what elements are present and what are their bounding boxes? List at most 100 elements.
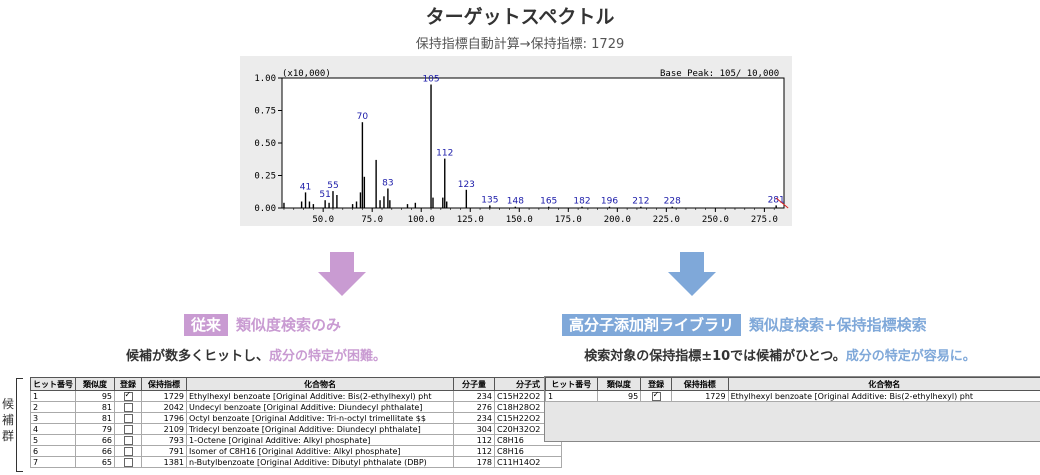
registered-cell — [114, 412, 142, 424]
similarity-cell: 66 — [75, 434, 115, 446]
similarity-cell: 79 — [75, 423, 115, 435]
registered-checkbox[interactable] — [123, 424, 133, 434]
compound-name-cell: n-Butylbenzoate [Original Additive: Dibu… — [186, 456, 454, 468]
similarity-cell: 66 — [75, 445, 115, 457]
registered-cell — [114, 456, 142, 468]
hit-number-cell: 2 — [30, 401, 76, 413]
registered-checkbox[interactable] — [123, 390, 133, 401]
x-tick-label: 50.0 — [312, 215, 334, 225]
table-row[interactable]: 7 65 1381 n-Butylbenzoate [Original Additiv… — [30, 456, 562, 468]
y-tick-label: 0.25 — [254, 172, 276, 182]
table-row[interactable]: 5 66 793 1-Octene [Original Additive: Alkyl… — [30, 434, 562, 446]
hit-number-cell: 4 — [30, 423, 76, 435]
molecular-formula-cell: C11H14O2 — [494, 456, 562, 468]
bracket-line — [16, 378, 23, 472]
compound-name-cell: Ethylhexyl benzoate [Original Additive: … — [186, 390, 454, 402]
column-header: 登録 — [640, 377, 672, 391]
x-tick-label: 75.0 — [361, 215, 383, 225]
x-tick-label: 200.0 — [604, 215, 631, 225]
candidates-bracket: 候補群 — [0, 378, 24, 472]
retention-index-cell: 1729 — [670, 390, 729, 402]
column-header: 類似度 — [75, 377, 115, 391]
peak-label: 83 — [382, 179, 393, 189]
conventional-heading-text: 類似度検索のみ — [236, 316, 342, 334]
molecular-weight-cell: 304 — [453, 423, 495, 435]
library-heading: 高分子添加剤ライブラリ 類似度検索+保持指標検索 — [562, 314, 927, 336]
registered-checkbox[interactable] — [123, 413, 133, 423]
y-tick-label: 0.75 — [254, 107, 276, 117]
table-row[interactable]: 4 79 2109 Tridecyl benzoate [Original Addit… — [30, 423, 562, 435]
registered-cell — [114, 390, 142, 402]
x-tick-label: 125.0 — [457, 215, 484, 225]
column-header: 保持指標 — [670, 377, 729, 391]
conventional-desc-accent: 成分の特定が困難。 — [269, 349, 387, 364]
y-tick-label: 0.50 — [254, 139, 276, 149]
conventional-desc-plain: 候補が数多くヒットし、 — [125, 349, 269, 364]
conventional-description: 候補が数多くヒットし、成分の特定が困難。 — [0, 345, 512, 364]
registered-cell — [114, 401, 142, 413]
similarity-cell: 81 — [75, 412, 115, 424]
peak-label: 55 — [327, 181, 338, 191]
column-header: 化合物名 — [186, 377, 454, 391]
x-tick-label: 275.0 — [751, 215, 778, 225]
retention-index-cell: 2109 — [141, 423, 187, 435]
molecular-weight-cell: 112 — [453, 434, 495, 446]
molecular-weight-cell: 276 — [453, 401, 495, 413]
peak-label: 105 — [422, 75, 439, 85]
table-row[interactable]: 6 66 791 Isomer of C8H16 [Original Additive… — [30, 445, 562, 457]
similarity-cell: 65 — [75, 456, 115, 468]
registered-checkbox[interactable] — [123, 402, 133, 412]
peak-label: 212 — [632, 197, 649, 207]
mass-spectrum-chart: (x10,000) Base Peak: 105/ 10,000 0.00 0.2… — [254, 69, 789, 225]
hit-number-cell: 6 — [30, 445, 76, 457]
hit-number-cell: 5 — [30, 434, 76, 446]
column-header: 類似度 — [596, 377, 642, 391]
plot-area — [281, 77, 785, 209]
table-row[interactable]: 2 81 2042 Undecyl benzoate [Original Additi… — [30, 401, 562, 413]
peak-label: 228 — [664, 197, 681, 207]
column-header: 分子量 — [453, 377, 495, 391]
down-arrow-icon — [668, 252, 716, 296]
compound-name-cell: 1-Octene [Original Additive: Alkyl phosp… — [186, 434, 454, 446]
library-desc-plain: 検索対象の保持指標±10では候補がひとつ。 — [584, 349, 846, 364]
molecular-weight-cell: 234 — [453, 390, 495, 402]
library-tag: 高分子添加剤ライブラリ — [562, 314, 742, 336]
library-description: 検索対象の保持指標±10では候補がひとつ。成分の特定が容易に。 — [520, 345, 1040, 364]
table-row[interactable]: 3 81 1796 Octyl benzoate [Original Additive… — [30, 412, 562, 424]
retention-index-cell: 1796 — [141, 412, 187, 424]
compound-name-cell: Tridecyl benzoate [Original Additive: Di… — [186, 423, 454, 435]
molecular-weight-cell: 178 — [453, 456, 495, 468]
x-tick-label: 175.0 — [555, 215, 582, 225]
registered-checkbox[interactable] — [123, 457, 133, 467]
registered-cell — [640, 390, 672, 402]
peak-label: 148 — [507, 197, 524, 207]
compound-name-cell: Ethylhexyl benzoate [Original Additive: … — [727, 390, 1040, 402]
registered-checkbox[interactable] — [123, 446, 133, 456]
molecular-weight-cell: 112 — [453, 445, 495, 457]
x-tick-label: 250.0 — [702, 215, 729, 225]
compound-name-cell: Isomer of C8H16 [Original Additive: Alky… — [186, 445, 454, 457]
scale-label: (x10,000) — [282, 69, 331, 79]
base-peak-label: Base Peak: 105/ 10,000 — [660, 69, 779, 79]
registered-checkbox[interactable] — [651, 390, 661, 401]
similarity-cell: 95 — [596, 390, 642, 402]
registered-checkbox[interactable] — [123, 435, 133, 445]
molecular-ion-marker — [775, 197, 789, 209]
compound-name-cell: Undecyl benzoate [Original Additive: Diu… — [186, 401, 454, 413]
hit-number-cell: 1 — [30, 390, 76, 402]
conventional-tag: 従来 — [184, 314, 229, 336]
molecular-formula-cell: C8H16 — [494, 445, 562, 457]
peak-label: 196 — [601, 197, 618, 207]
library-heading-text: 類似度検索+保持指標検索 — [749, 316, 927, 334]
column-header: ヒット番号 — [30, 377, 76, 391]
y-tick-label: 1.00 — [254, 74, 276, 84]
page-title: ターゲットスペクトル — [425, 6, 615, 28]
retention-index-cell: 2042 — [141, 401, 187, 413]
column-header: 登録 — [114, 377, 142, 391]
y-tick-label: 0.00 — [254, 204, 276, 214]
